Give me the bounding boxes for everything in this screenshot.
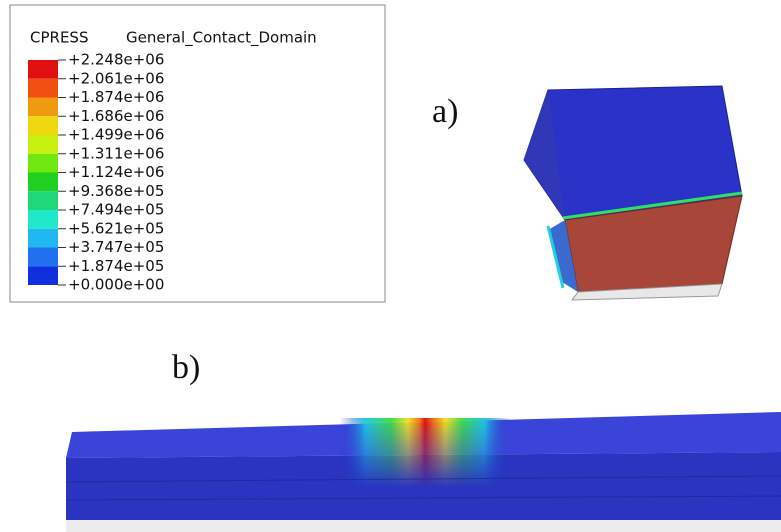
legend-scale: +2.248e+06+2.061e+06+1.874e+06+1.686e+06…	[28, 51, 164, 294]
legend-band	[28, 229, 58, 248]
figure: CPRESS General_Contact_Domain +2.248e+06…	[0, 0, 781, 532]
legend-band	[28, 98, 58, 117]
legend-band	[28, 248, 58, 267]
legend-level: +9.368e+05	[68, 182, 164, 200]
legend-band	[28, 79, 58, 98]
legend-level: +1.686e+06	[68, 107, 164, 125]
legend-level: +1.874e+05	[68, 257, 164, 275]
cube-model	[524, 86, 742, 300]
legend-level: +3.747e+05	[68, 238, 164, 256]
legend-band	[28, 266, 58, 285]
legend-level: +2.248e+06	[68, 51, 164, 69]
legend-level: +2.061e+06	[68, 69, 164, 87]
legend-level: +0.000e+00	[68, 276, 164, 294]
legend-level: +1.124e+06	[68, 163, 164, 181]
legend-band	[28, 191, 58, 210]
legend-level: +1.311e+06	[68, 144, 164, 162]
legend-level: +1.499e+06	[68, 126, 164, 144]
legend-level: +5.621e+05	[68, 219, 164, 237]
legend-band	[28, 173, 58, 192]
legend-variable: CPRESS	[30, 29, 88, 47]
legend-band	[28, 60, 58, 79]
label-a: a)	[432, 93, 458, 130]
legend-box	[10, 5, 385, 302]
legend-level: +7.494e+05	[68, 201, 164, 219]
legend-domain: General_Contact_Domain	[126, 29, 317, 48]
legend-band	[28, 135, 58, 154]
legend-level: +1.874e+06	[68, 88, 164, 106]
legend-band	[28, 154, 58, 173]
label-b: b)	[172, 349, 200, 386]
bar-model	[66, 412, 781, 532]
legend-band	[28, 116, 58, 135]
legend-band	[28, 210, 58, 229]
